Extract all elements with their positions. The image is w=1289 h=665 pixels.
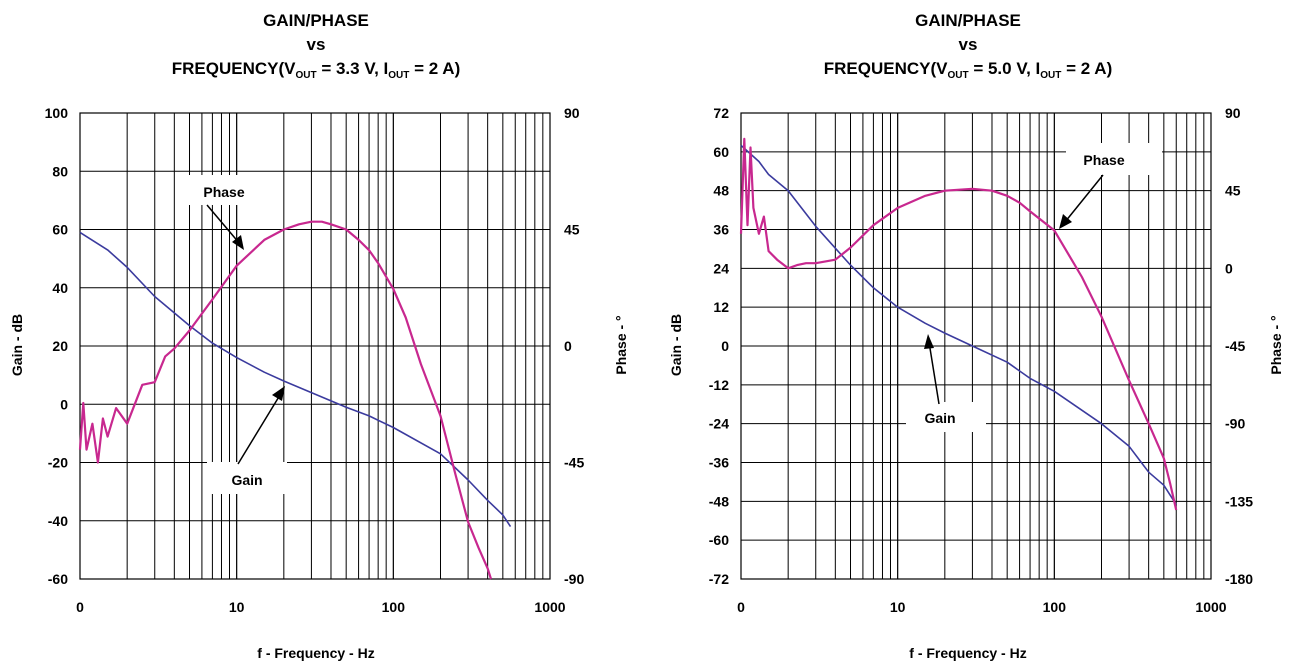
chart-1-right-tick-label: 0	[564, 338, 572, 354]
chart-1-x-tick-label: 100	[382, 599, 406, 615]
chart-1-right-tick-label: -90	[564, 571, 584, 587]
chart-2-xlabel: f - Frequency - Hz	[909, 645, 1026, 661]
chart-2-phase-arrowhead	[1059, 214, 1072, 229]
chart-1-x-tick-label: 0	[76, 599, 84, 615]
chart-1-title-sub2: OUT	[388, 70, 409, 81]
chart-1-left-tick-label: 40	[52, 280, 68, 296]
chart-1-right-tick-label: -45	[564, 455, 584, 471]
chart-1-left-tick-label: -60	[48, 571, 68, 587]
chart-2-left-tick-label: 0	[721, 338, 729, 354]
chart-2-left-tick-label: 48	[713, 183, 729, 199]
chart-1-phase-label: Phase	[203, 184, 244, 200]
chart-2-ylabel-right: Phase - °	[1268, 315, 1284, 374]
chart-1-phase-arrow	[206, 204, 241, 245]
chart-2-right-tick-label: -45	[1225, 338, 1245, 354]
chart-2-right-tick-label: 90	[1225, 105, 1241, 121]
chart-1-ylabel-left: Gain - dB	[9, 314, 25, 376]
chart-1-title-sub1: OUT	[295, 70, 316, 81]
chart-2-x-tick-label: 10	[890, 599, 906, 615]
chart-2-right-tick-label: -180	[1225, 571, 1253, 587]
chart-2-gain-arrowhead	[924, 334, 934, 349]
chart-1-xlabel: f - Frequency - Hz	[257, 645, 374, 661]
chart-2-phase-label: Phase	[1083, 152, 1124, 168]
chart-1-title-line1: GAIN/PHASE	[263, 11, 369, 30]
chart-1: GAIN/PHASE vs FREQUENCY(VOUT = 3.3 V, IO…	[9, 11, 629, 661]
chart-2-right-tick-label: -90	[1225, 416, 1245, 432]
chart-1-ticks: 100 80 60 40 20 0 -20 -40 -60 90 45 0 -45 -90 0 10 100 10…	[45, 105, 585, 615]
chart-1-left-tick-label: 0	[60, 396, 68, 412]
chart-1-left-tick-label: 80	[52, 163, 68, 179]
chart-1-ylabel-right: Phase - °	[613, 315, 629, 374]
chart-1-gain-line	[79, 231, 512, 528]
chart-2-gain-arrow	[928, 341, 940, 405]
chart-2-right-tick-label: 0	[1225, 260, 1233, 276]
chart-2-left-tick-label: 72	[713, 105, 729, 121]
chart-2-left-tick-label: -48	[709, 493, 729, 509]
chart-1-plot-frame	[79, 112, 551, 580]
chart-1-phase-arrowhead	[232, 235, 244, 250]
chart-1-title-line2: vs	[307, 35, 326, 54]
chart-1-left-tick-label: 100	[45, 105, 69, 121]
chart-2-plot-frame	[740, 112, 1212, 580]
chart-2-title-line1: GAIN/PHASE	[915, 11, 1021, 30]
chart-1-gain-arrowhead	[272, 386, 285, 401]
chart-1-phase-label-bg	[186, 175, 266, 205]
chart-2-title-prefix: FREQUENCY(V	[824, 59, 948, 78]
chart-2-left-tick-label: 12	[713, 299, 729, 315]
chart-1-series	[78, 220, 512, 580]
chart-2-x-tick-label: 100	[1043, 599, 1067, 615]
chart-1-phase-line	[78, 220, 493, 580]
chart-1-right-tick-label: 45	[564, 222, 580, 238]
chart-1-left-tick-label: -20	[48, 455, 68, 471]
chart-1-title-prefix: FREQUENCY(V	[172, 59, 296, 78]
chart-1-x-tick-label: 1000	[534, 599, 565, 615]
chart-2: GAIN/PHASE vs FREQUENCY(VOUT = 5.0 V, IO…	[668, 11, 1284, 661]
chart-1-title-mid: = 3.3 V, I	[317, 59, 389, 78]
chart-2-title-sub1: OUT	[947, 70, 968, 81]
chart-1-gain-arrow	[237, 394, 281, 465]
chart-2-x-tick-label: 1000	[1195, 599, 1226, 615]
chart-2-title-mid: = 5.0 V, I	[969, 59, 1041, 78]
chart-2-phase-label-bg	[1066, 143, 1162, 175]
chart-2-series	[739, 137, 1178, 511]
chart-2-ticks: 72 60 48 36 24 12 0 -12 -24 -36 -48 -60 -72 90 45 0 -45 -…	[709, 105, 1253, 615]
chart-2-phase-arrow	[1064, 174, 1104, 223]
chart-1-gain-label: Gain	[231, 472, 262, 488]
chart-1-title-line3: FREQUENCY(VOUT = 3.3 V, IOUT = 2 A)	[172, 59, 461, 81]
chart-2-title-suffix: = 2 A)	[1061, 59, 1112, 78]
chart-2-right-tick-label: -135	[1225, 493, 1253, 509]
chart-1-left-tick-label: 60	[52, 222, 68, 238]
chart-1-title-suffix: = 2 A)	[409, 59, 460, 78]
chart-2-right-tick-label: 45	[1225, 183, 1241, 199]
chart-1-x-tick-label: 10	[229, 599, 245, 615]
chart-1-gain-label-bg	[207, 462, 287, 494]
chart-2-title-line2: vs	[959, 35, 978, 54]
chart-1-left-tick-label: -40	[48, 513, 68, 529]
chart-2-left-tick-label: -36	[709, 455, 729, 471]
chart-2-left-tick-label: -24	[709, 416, 729, 432]
chart-2-gain-line	[740, 144, 1177, 506]
chart-1-left-tick-label: 20	[52, 338, 68, 354]
chart-2-gain-label: Gain	[924, 410, 955, 426]
chart-2-x-tick-label: 0	[737, 599, 745, 615]
chart-2-left-tick-label: -72	[709, 571, 729, 587]
chart-2-title-line3: FREQUENCY(VOUT = 5.0 V, IOUT = 2 A)	[824, 59, 1113, 81]
chart-2-ylabel-left: Gain - dB	[668, 314, 684, 376]
chart-2-left-tick-label: -12	[709, 377, 729, 393]
chart-2-grid	[740, 112, 1212, 580]
chart-1-grid	[79, 112, 551, 580]
chart-2-left-tick-label: -60	[709, 532, 729, 548]
chart-2-left-tick-label: 60	[713, 144, 729, 160]
chart-2-left-tick-label: 24	[713, 260, 729, 276]
chart-2-title-sub2: OUT	[1040, 70, 1061, 81]
chart-1-right-tick-label: 90	[564, 105, 580, 121]
chart-2-gain-label-bg	[906, 402, 986, 432]
chart-2-left-tick-label: 36	[713, 222, 729, 238]
chart-2-phase-line	[739, 137, 1178, 511]
